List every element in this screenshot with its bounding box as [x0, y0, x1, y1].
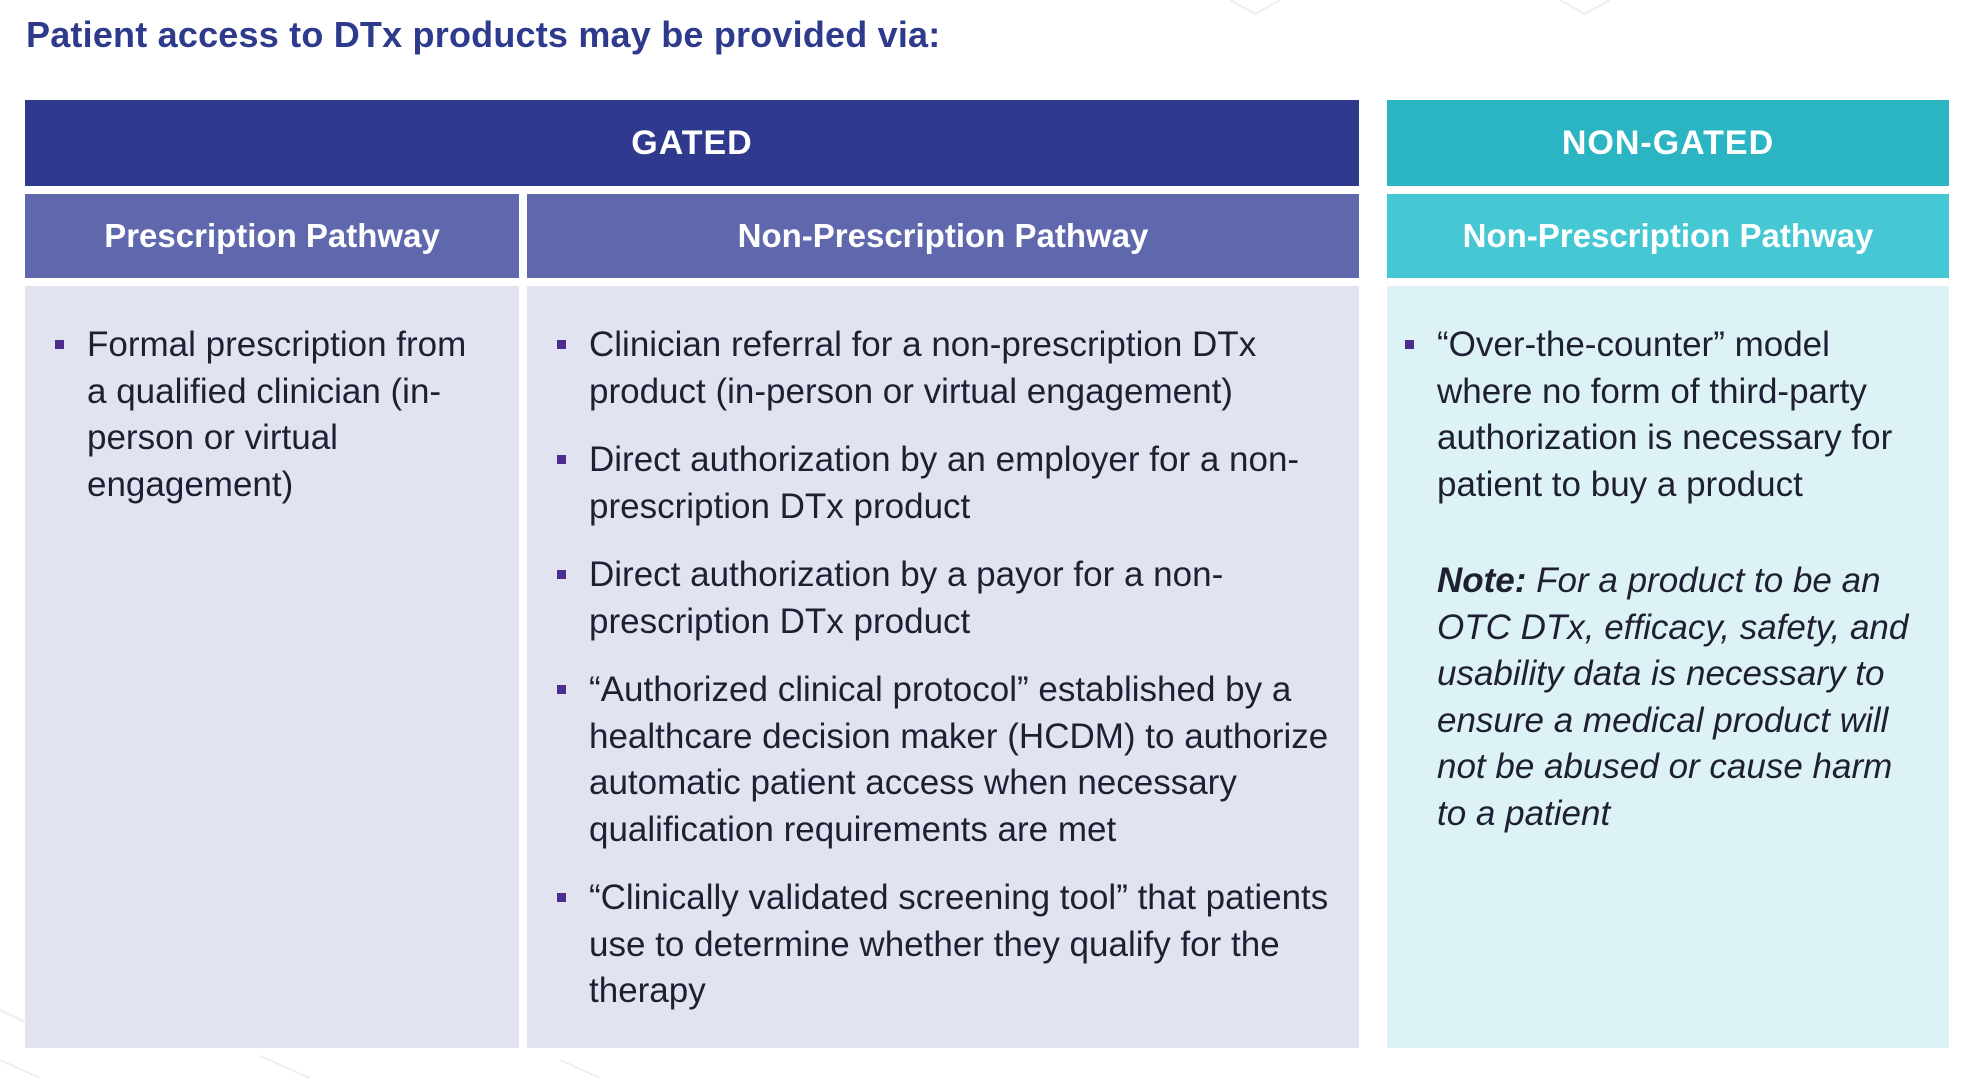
prescription-pathway-list: Formal prescription from a qualified cli… — [55, 322, 479, 508]
bullet-icon — [557, 685, 566, 694]
non-gated-non-prescription-pathway-column: “Over-the-counter” model where no form o… — [1387, 286, 1949, 1048]
bullet-icon — [557, 893, 566, 902]
list-item-text: Clinician referral for a non-prescriptio… — [589, 325, 1257, 411]
note-label: Note: — [1437, 561, 1527, 600]
list-item: Formal prescription from a qualified cli… — [55, 322, 479, 508]
bullet-icon — [1405, 340, 1414, 349]
gated-non-prescription-pathway-header: Non-Prescription Pathway — [527, 194, 1359, 278]
non-gated-non-prescription-pathway-list: “Over-the-counter” model where no form o… — [1405, 322, 1927, 508]
gated-non-prescription-pathway-list: Clinician referral for a non-prescriptio… — [557, 322, 1339, 1015]
list-item-text: “Authorized clinical protocol” establish… — [589, 670, 1329, 849]
list-item-text: Direct authorization by a payor for a no… — [589, 555, 1224, 641]
list-item: Direct authorization by a payor for a no… — [557, 552, 1339, 645]
list-item: “Authorized clinical protocol” establish… — [557, 667, 1339, 853]
bullet-icon — [557, 340, 566, 349]
note-text: For a product to be an OTC DTx, efficacy… — [1437, 561, 1909, 833]
gated-header: GATED — [25, 100, 1359, 186]
gated-non-prescription-pathway-column: Clinician referral for a non-prescriptio… — [527, 286, 1359, 1048]
list-item: “Clinically validated screening tool” th… — [557, 875, 1339, 1015]
list-item: “Over-the-counter” model where no form o… — [1405, 322, 1927, 508]
list-item-text: “Clinically validated screening tool” th… — [589, 878, 1329, 1010]
bullet-icon — [557, 570, 566, 579]
bullet-icon — [55, 340, 64, 349]
list-item: Direct authorization by an employer for … — [557, 437, 1339, 530]
list-item-text: “Over-the-counter” model where no form o… — [1437, 325, 1893, 504]
non-gated-non-prescription-pathway-header: Non-Prescription Pathway — [1387, 194, 1949, 278]
prescription-pathway-column: Formal prescription from a qualified cli… — [25, 286, 519, 1048]
prescription-pathway-header: Prescription Pathway — [25, 194, 519, 278]
otc-note: Note: For a product to be an OTC DTx, ef… — [1437, 558, 1927, 837]
list-item-text: Direct authorization by an employer for … — [589, 440, 1300, 526]
bullet-icon — [557, 455, 566, 464]
list-item-text: Formal prescription from a qualified cli… — [87, 325, 467, 504]
non-gated-header: NON-GATED — [1387, 100, 1949, 186]
page-title: Patient access to DTx products may be pr… — [26, 14, 941, 55]
list-item: Clinician referral for a non-prescriptio… — [557, 322, 1339, 415]
